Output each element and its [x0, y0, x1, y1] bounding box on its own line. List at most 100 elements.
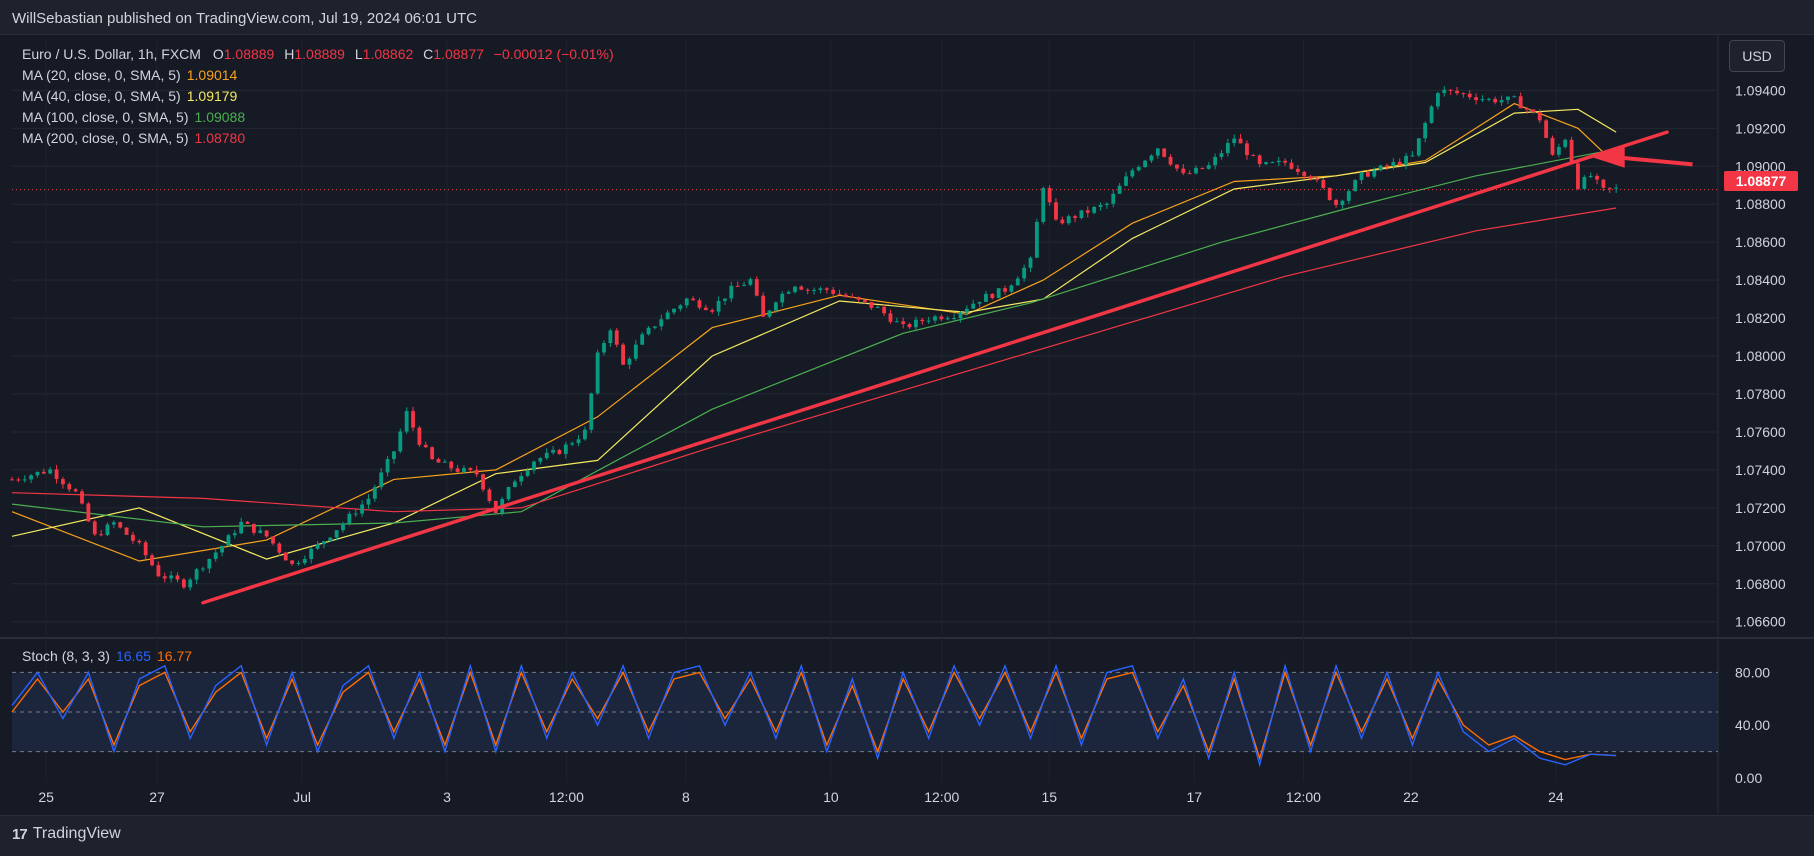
candle-body — [786, 292, 791, 294]
candle-body — [1162, 148, 1167, 157]
candle-body — [678, 305, 683, 309]
candle-body — [1168, 156, 1173, 165]
candle-body — [67, 484, 72, 490]
candle-body — [1206, 165, 1211, 169]
candle-body — [996, 288, 1001, 299]
candle-body — [1295, 168, 1300, 172]
candle-body — [232, 533, 237, 536]
price-tick-label: 1.09200 — [1735, 120, 1786, 136]
candle-body — [818, 288, 823, 290]
candle-body — [1525, 108, 1529, 110]
ma200-label: MA (200, close, 0, SMA, 5) — [22, 130, 189, 146]
trendline — [201, 130, 1669, 605]
candle-body — [156, 565, 161, 577]
candle-body — [54, 469, 59, 480]
symbol-legend: Euro / U.S. Dollar, 1h, FXCM O1.08889 H1… — [22, 44, 620, 65]
candle-body — [16, 479, 21, 481]
candle-body — [907, 324, 912, 328]
candle-body — [875, 306, 880, 308]
candle-body — [309, 548, 314, 560]
open-value: 1.08889 — [223, 46, 275, 62]
candle-body — [1429, 106, 1434, 123]
price-tick-label: 1.06800 — [1735, 576, 1786, 592]
candle-body — [264, 530, 269, 537]
high-value: 1.08889 — [294, 46, 345, 62]
candle-body — [1518, 96, 1523, 109]
candle-body — [436, 459, 441, 463]
ma20-legend: MA (20, close, 0, SMA, 5) 1.09014 — [22, 65, 237, 86]
candle-body — [423, 444, 428, 448]
candle-body — [1238, 138, 1243, 144]
candle-body — [1047, 188, 1052, 203]
close-value: 1.08877 — [433, 46, 484, 62]
candle-body — [933, 316, 937, 321]
tradingview-logo-icon[interactable]: 17 — [12, 825, 28, 843]
candle-body — [1550, 137, 1555, 155]
candle-body — [251, 523, 256, 533]
publish-header: WillSebastian published on TradingView.c… — [12, 10, 477, 27]
candle-body — [334, 530, 339, 538]
candle-body — [583, 429, 587, 440]
ma200-value: 1.08780 — [194, 130, 246, 146]
candle-body — [977, 301, 982, 304]
candle-body — [767, 310, 772, 317]
candle-body — [137, 540, 142, 543]
candle-body — [710, 309, 715, 312]
candle-body — [914, 319, 918, 328]
candle-body — [1385, 165, 1389, 167]
candle-body — [1544, 120, 1549, 138]
candle-body — [41, 471, 46, 474]
candle-body — [1410, 155, 1415, 157]
candle-body — [385, 459, 390, 473]
stoch-label: Stoch (8, 3, 3) — [22, 648, 110, 664]
candle-body — [512, 481, 517, 488]
candle-body — [793, 286, 797, 293]
candle-body — [761, 295, 766, 317]
candle-body — [328, 537, 333, 542]
brand-name[interactable]: TradingView — [32, 825, 121, 842]
candle-body — [557, 449, 562, 455]
ma200-legend: MA (200, close, 0, SMA, 5) 1.08780 — [22, 128, 245, 149]
candle-body — [926, 320, 931, 322]
candle-body — [92, 521, 97, 535]
candle-body — [1607, 187, 1612, 189]
candle-body — [111, 522, 116, 525]
candle-body — [48, 469, 53, 474]
candle-body — [366, 498, 371, 505]
candle-body — [80, 491, 84, 504]
candle-body — [1378, 165, 1383, 171]
price-tick-label: 1.08600 — [1735, 234, 1786, 250]
candle-body — [1264, 162, 1268, 165]
candle-body — [1054, 202, 1058, 220]
candle-body — [1614, 187, 1619, 189]
candle-body — [175, 575, 180, 580]
candle-body — [595, 352, 600, 394]
candle-body — [1104, 203, 1109, 206]
candle-body — [347, 513, 352, 524]
candle-body — [589, 393, 594, 430]
time-tick-label: 12:00 — [549, 789, 584, 805]
candle-body — [1098, 205, 1103, 207]
candle-body — [525, 470, 530, 476]
currency-button[interactable]: USD — [1729, 40, 1785, 72]
candle-body — [258, 530, 263, 533]
candle-body — [99, 534, 104, 536]
candle-body — [1569, 139, 1574, 164]
candle-body — [1251, 155, 1256, 157]
candle-body — [1321, 179, 1326, 188]
candle-body — [920, 319, 925, 322]
candle-body — [1582, 177, 1587, 189]
candle-body — [449, 461, 454, 469]
candle-body — [201, 568, 205, 570]
candle-body — [474, 469, 479, 475]
candle-body — [684, 298, 689, 306]
candle-body — [296, 563, 301, 565]
candle-body — [1181, 168, 1186, 174]
symbol-name: Euro / U.S. Dollar, 1h, FXCM — [22, 46, 201, 62]
candle-body — [1556, 146, 1561, 155]
candle-body — [1257, 155, 1262, 165]
ma20-label: MA (20, close, 0, SMA, 5) — [22, 67, 181, 83]
time-tick-label: 15 — [1041, 789, 1057, 805]
stoch-lines — [11, 663, 1617, 768]
